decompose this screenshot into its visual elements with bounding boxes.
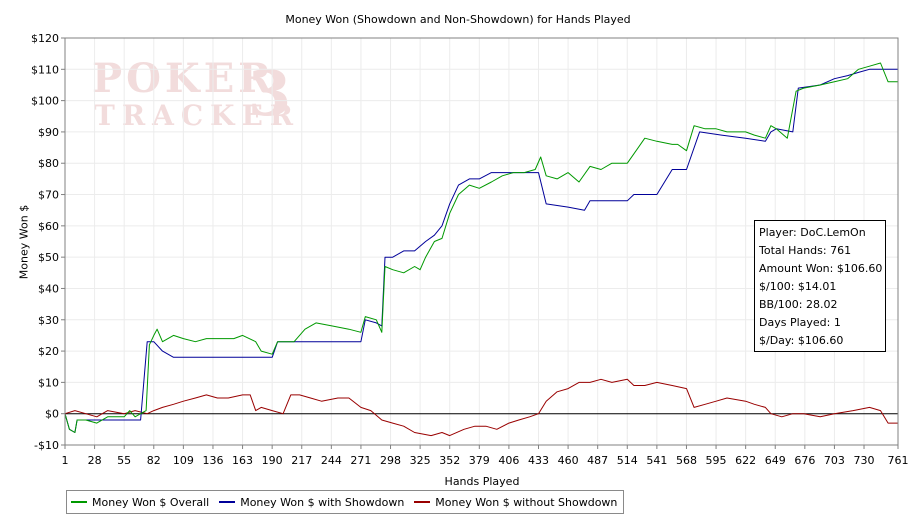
x-tick-label: 703 <box>824 454 845 467</box>
x-tick-label: 514 <box>617 454 638 467</box>
x-tick-label: 352 <box>439 454 460 467</box>
y-tick-label: $80 <box>38 157 59 170</box>
x-axis-label: Hands Played <box>444 475 520 488</box>
x-tick-label: 298 <box>380 454 401 467</box>
y-tick-label: $0 <box>45 408 59 421</box>
x-tick-label: 271 <box>350 454 371 467</box>
legend-swatch-non-showdown <box>414 501 431 503</box>
legend-item-non-showdown: Money Won $ without Showdown <box>414 496 617 509</box>
stats-amount-won: Amount Won: $106.60 <box>759 262 883 275</box>
y-tick-label: $90 <box>38 126 59 139</box>
x-tick-label: 406 <box>498 454 519 467</box>
y-tick-labels: -$10 $0 $10 $20 $30 $40 $50 $60 $70 $80 $90 $100 $11… <box>31 32 65 452</box>
x-tick-label: 190 <box>262 454 283 467</box>
x-tick-label: 1 <box>62 454 69 467</box>
x-tick-label: 163 <box>232 454 253 467</box>
series-line-non-showdown <box>64 378 898 437</box>
x-tick-labels: 1 28 55 82 109 136 163 190 217 244 271 298 325 352 379… <box>62 445 909 467</box>
x-tick-label: 433 <box>528 454 549 467</box>
x-tick-label: 28 <box>88 454 102 467</box>
stats-bb-100: BB/100: 28.02 <box>759 298 838 311</box>
series-line-overall <box>64 62 898 433</box>
series-layer <box>64 62 898 437</box>
chart-title: Money Won (Showdown and Non-Showdown) fo… <box>285 13 631 26</box>
legend-label-non-showdown: Money Won $ without Showdown <box>435 495 618 509</box>
y-tick-label: $120 <box>31 32 59 45</box>
x-tick-label: 55 <box>117 454 131 467</box>
series-line-showdown <box>64 68 898 433</box>
x-tick-label: 487 <box>587 454 608 467</box>
y-tick-label: $100 <box>31 95 59 108</box>
x-tick-label: 325 <box>410 454 431 467</box>
svg-text:POKER: POKER <box>92 55 275 102</box>
stats-days-played: Days Played: 1 <box>759 316 841 329</box>
pokertracker-watermark-logo: POKER TRACKER 3 <box>92 55 300 132</box>
x-tick-label: 730 <box>854 454 875 467</box>
y-tick-label: $110 <box>31 63 59 76</box>
stats-player: Player: DoC.LemOn <box>759 226 866 239</box>
x-tick-label: 568 <box>676 454 697 467</box>
plot-frame <box>64 37 899 446</box>
legend-item-overall: Money Won $ Overall <box>71 496 209 509</box>
y-tick-label: $60 <box>38 220 59 233</box>
x-tick-label: 82 <box>147 454 161 467</box>
stats-per-day: $/Day: $106.60 <box>759 334 844 347</box>
x-tick-label: 379 <box>469 454 490 467</box>
x-tick-label: 622 <box>735 454 756 467</box>
stats-total-hands: Total Hands: 761 <box>759 244 852 257</box>
x-tick-label: 244 <box>321 454 342 467</box>
legend-swatch-showdown <box>219 501 236 503</box>
x-tick-label: 460 <box>558 454 579 467</box>
legend-swatch-overall <box>71 501 87 503</box>
y-tick-label: $20 <box>38 345 59 358</box>
legend-label-overall: Money Won $ Overall <box>92 495 210 509</box>
legend-label-showdown: Money Won $ with Showdown <box>240 495 405 509</box>
x-tick-label: 136 <box>202 454 223 467</box>
y-tick-label: $40 <box>38 282 59 295</box>
y-tick-label: $10 <box>38 376 59 389</box>
player-stats-box: Player: DoC.LemOn Total Hands: 761 Amoun… <box>754 220 886 352</box>
stats-per-100: $/100: $14.01 <box>759 280 837 293</box>
chart-legend: Money Won $ Overall Money Won $ with Sho… <box>66 490 625 514</box>
legend-item-showdown: Money Won $ with Showdown <box>219 496 404 509</box>
svg-text:TRACKER: TRACKER <box>94 99 300 132</box>
x-tick-label: 761 <box>888 454 909 467</box>
y-tick-label: $50 <box>38 251 59 264</box>
x-tick-label: 109 <box>173 454 194 467</box>
x-tick-label: 217 <box>291 454 312 467</box>
svg-text:3: 3 <box>248 57 291 130</box>
x-tick-label: 541 <box>646 454 667 467</box>
x-tick-label: 649 <box>765 454 786 467</box>
x-tick-label: 676 <box>794 454 815 467</box>
y-tick-label: $70 <box>38 189 59 202</box>
x-tick-label: 595 <box>706 454 727 467</box>
y-tick-label: $30 <box>38 314 59 327</box>
y-tick-label: -$10 <box>34 439 59 452</box>
